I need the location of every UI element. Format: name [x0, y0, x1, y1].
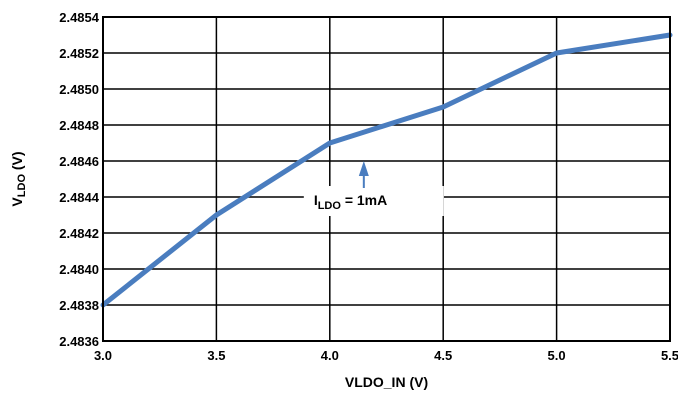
y-axis-title-unit: (V): [9, 151, 25, 174]
y-tick-label: 2.4840: [59, 262, 99, 277]
data-point: [555, 51, 559, 55]
x-tick-label: 4.5: [434, 348, 452, 363]
data-point: [328, 141, 332, 145]
annotation-arrow-head: [358, 161, 369, 176]
series-layer: [100, 32, 673, 308]
y-tick-label: 2.4850: [59, 82, 99, 97]
data-point: [214, 213, 218, 217]
y-tick-label: 2.4854: [59, 10, 100, 25]
y-axis-title-sub: LDO: [16, 174, 28, 198]
series-line: [100, 32, 673, 308]
y-tick-label: 2.4846: [59, 154, 99, 169]
annotation: ILDO = 1mA: [303, 161, 444, 216]
y-axis-title: VLDO (V): [9, 151, 28, 206]
y-tick-label: 2.4844: [59, 190, 100, 205]
annotation-label-sub: LDO: [318, 200, 342, 212]
x-tick-label: 4.0: [321, 348, 339, 363]
x-tick-label: 5.0: [548, 348, 566, 363]
x-tick-label: 3.0: [94, 348, 112, 363]
y-axis-title-main: V: [9, 197, 25, 207]
grid: [102, 16, 671, 342]
y-tick-label: 2.4852: [59, 46, 99, 61]
x-tick-label: 3.5: [207, 348, 225, 363]
y-tick-label: 2.4838: [59, 298, 99, 313]
annotation-label: ILDO = 1mA: [314, 192, 387, 212]
tick-labels: 3.0 3.5 4.0 4.5 5.0 5.5 2.4836 2.4838 2.4840 2.48…: [59, 10, 678, 363]
data-point: [441, 105, 445, 109]
x-axis-title: VLDO_IN (V): [345, 374, 428, 390]
y-tick-label: 2.4836: [59, 334, 99, 349]
annotation-label-main: I: [314, 192, 318, 208]
annotation-background: [303, 186, 444, 216]
annotation-label-rest: = 1mA: [341, 192, 387, 208]
x-tick-label: 5.5: [661, 348, 678, 363]
y-tick-label: 2.4848: [59, 118, 99, 133]
plot-frame: [102, 16, 671, 342]
y-tick-label: 2.4842: [59, 226, 99, 241]
